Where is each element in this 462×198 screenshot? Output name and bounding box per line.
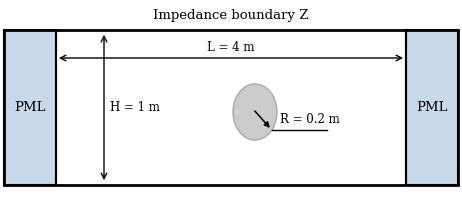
Text: Impedance boundary Z: Impedance boundary Z xyxy=(153,9,309,22)
Bar xyxy=(406,30,458,185)
Text: R = 0.2 m: R = 0.2 m xyxy=(280,113,340,126)
Bar xyxy=(4,30,458,185)
Bar xyxy=(4,30,56,185)
Text: PML: PML xyxy=(14,101,46,114)
Text: PML: PML xyxy=(416,101,448,114)
Text: L = 4 m: L = 4 m xyxy=(207,41,255,54)
Ellipse shape xyxy=(233,84,277,140)
Text: H = 1 m: H = 1 m xyxy=(110,101,160,114)
